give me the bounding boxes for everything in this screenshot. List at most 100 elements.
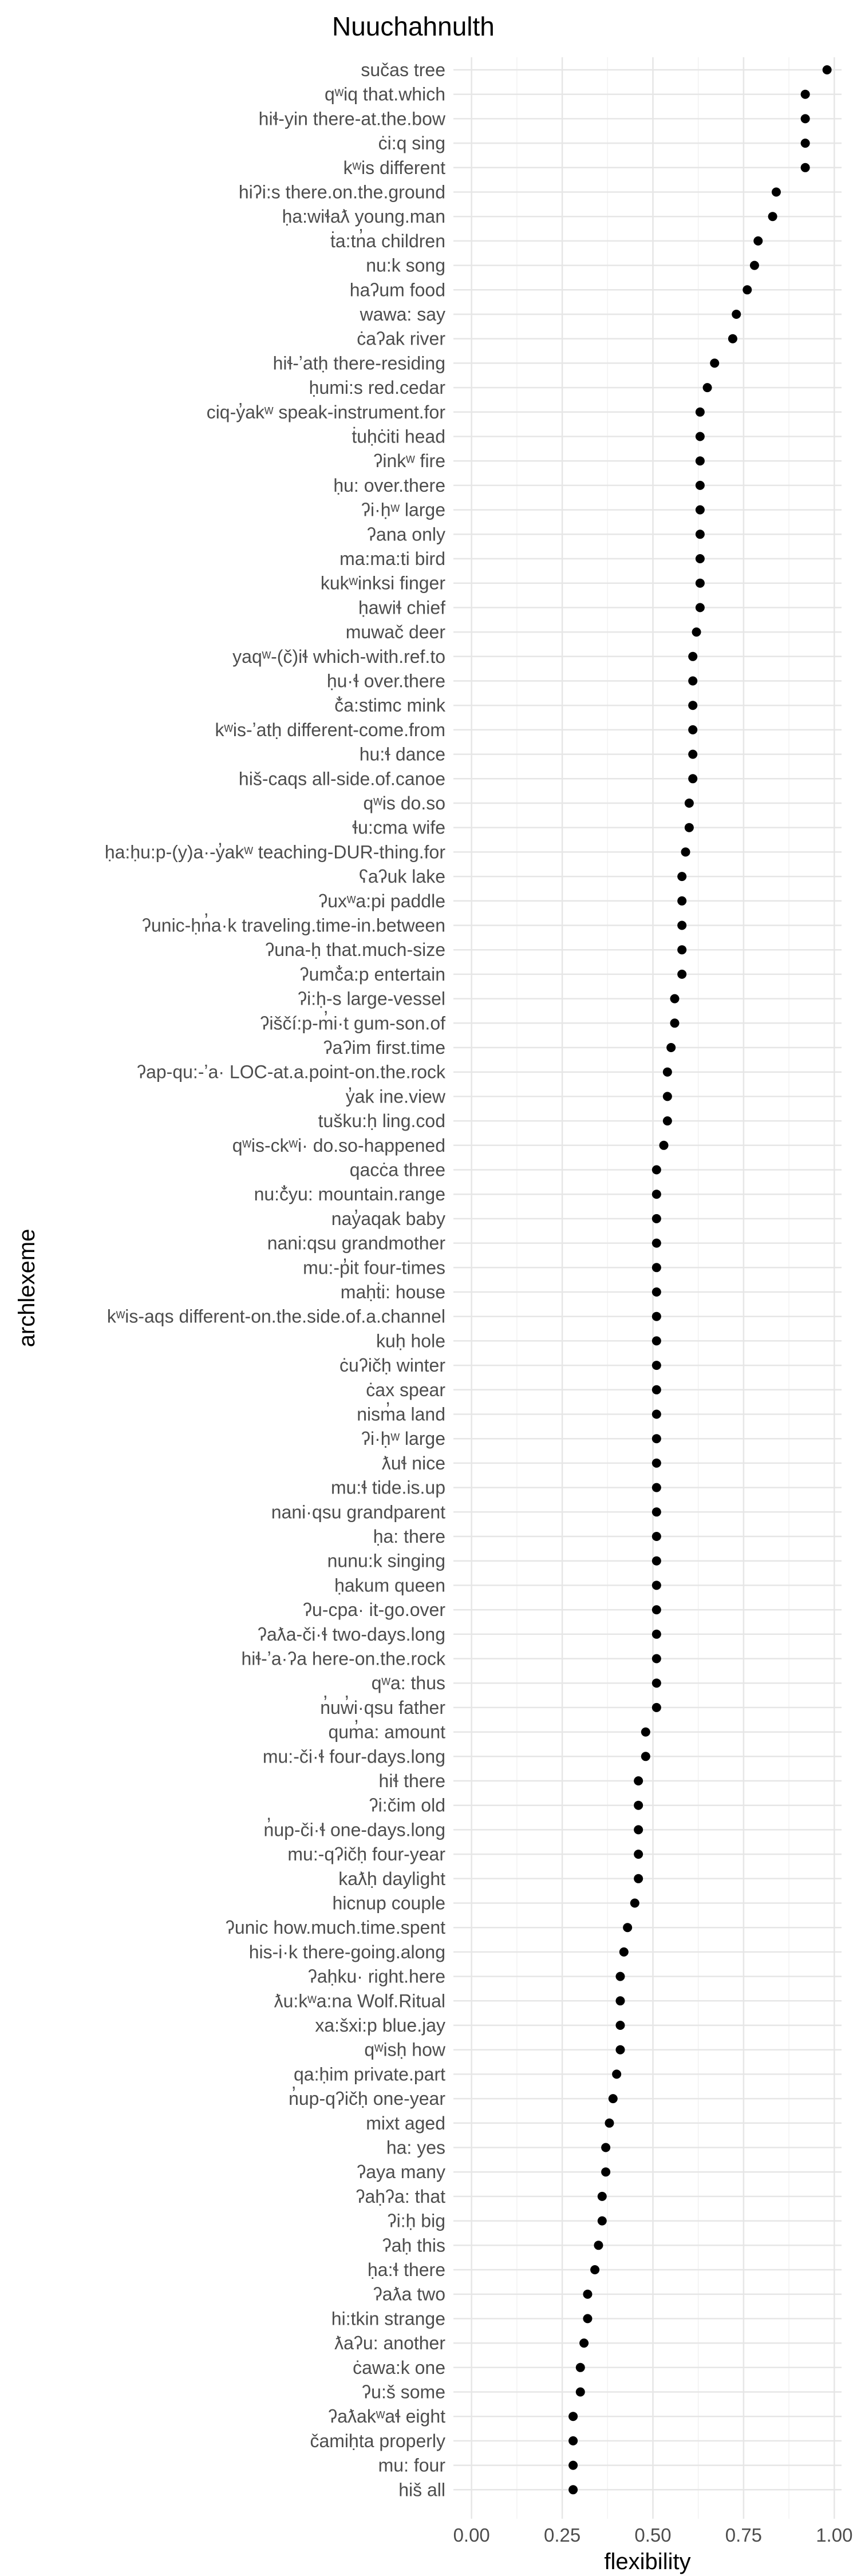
y-axis-title: archlexeme [14,1229,40,1348]
data-point [677,969,687,979]
data-point [630,1898,639,1908]
data-point [608,2094,618,2104]
data-point [583,2314,593,2324]
data-point [677,945,687,955]
category-label: ɬu:cma wife [352,817,445,838]
data-point [800,89,810,99]
category-label: qacċa three [350,1160,445,1180]
category-label: hiš all [398,2479,445,2500]
data-point [695,480,705,490]
data-point [749,260,759,270]
data-point [695,530,705,539]
data-point [743,285,752,295]
data-point [662,1116,672,1126]
category-label: ma:ma:ti bird [339,548,445,569]
category-label: ḥawiɬ chief [358,597,445,618]
category-label: ʔi·ḥʷ large [361,500,445,520]
data-point [684,823,694,832]
data-point [651,1190,661,1199]
category-label: mu:-či·ɬ four-days.long [263,1746,445,1767]
category-label: qʷis-ckʷi· do.so-happened [232,1135,445,1156]
data-point [590,2265,600,2274]
category-label: mu:ɬ tide.is.up [331,1477,445,1498]
category-label: ḥa: there [373,1526,445,1547]
category-label: ʔunic-ḥn̓a·k traveling.time-in.between [142,913,445,936]
data-point [651,1702,661,1712]
category-label: ḥu·ɬ over.there [327,671,445,692]
data-point [800,139,810,148]
data-points [568,65,832,2495]
category-label: his-i·k there-going.along [249,1942,445,1962]
data-point [692,627,701,637]
data-point [651,1629,661,1639]
category-label: hiɬ-yin there-at.the.bow [259,108,446,129]
data-point [651,1287,661,1297]
x-axis-title: flexibility [604,2549,690,2574]
grid-layer [453,57,842,2519]
data-point [651,1507,661,1517]
category-label: qʷa: thus [372,1673,445,1693]
data-point [670,1018,680,1028]
category-label: yaqʷ-(č)iɬ which-with.ref.to [232,646,445,667]
category-label: ḥakum queen [334,1575,445,1595]
category-label: nism̓a land [357,1402,445,1425]
data-point [568,2485,578,2495]
category-label: qum̓a: amount [328,1720,445,1743]
category-label: kʷis-ʼatḥ different-come.from [215,720,445,740]
category-label: ʔu-cpa· it-go.over [303,1599,445,1620]
category-label: nani:qsu grandmother [267,1233,446,1254]
data-point [732,310,741,319]
data-point [681,847,690,857]
data-point [601,2143,611,2152]
category-label: ʔunic how.much.time.spent [226,1917,445,1938]
data-point [677,920,687,930]
category-label: ṫa:tn̓a children [330,228,445,251]
category-label: kukʷinksi finger [321,573,445,594]
category-label: kʷis-aqs different-on.the.side.of.a.chan… [107,1306,445,1327]
data-point [688,676,698,686]
category-label: ʔap-qu:-ʼa· LOC-at.a.point-on.the.rock [137,1062,446,1082]
data-point [677,896,687,906]
category-label: mu:-qʔičḥ four-year [287,1844,445,1864]
data-point [568,2436,578,2445]
data-point [651,1532,661,1541]
category-label: n̓uw̓i·qsu father [320,1695,445,1718]
category-labels: sučas tree qʷiq that.which hiɬ-yin there-a… [105,60,446,2500]
data-point [822,65,832,74]
data-point [728,334,737,343]
data-point [670,994,680,1003]
category-label: ʔaʔim first.time [323,1037,445,1058]
category-label: ʔaḥ this [382,2235,445,2255]
category-label: n̓up-či·ɬ one-days.long [264,1818,445,1840]
category-label: ḥumi:s red.cedar [309,377,446,398]
category-label: ʔaḥʔa: that [356,2186,445,2207]
data-point [662,1067,672,1077]
category-label: ʔumč̓a:p entertain [300,964,445,985]
data-point [623,1923,633,1933]
category-label: ciq-y̓akʷ speak-instrument.for [207,402,446,422]
category-label: ʔi:ḥ big [388,2211,445,2231]
category-label: hiš-caqs all-side.of.canoe [239,768,445,789]
category-label: ʔaƛa two [373,2284,445,2305]
data-point [688,774,698,784]
category-label: ƛu:kʷa:na Wolf.Ritual [274,1990,445,2011]
category-label: mu: four [378,2455,446,2476]
data-point [594,2241,603,2250]
data-point [768,212,777,222]
category-label: ʔaƛakʷaɬ eight [328,2406,445,2427]
data-point [641,1752,650,1761]
category-label: y̓ak ine.view [346,1086,446,1107]
data-point [684,799,694,808]
category-label: ḥu: over.there [333,475,445,496]
category-label: muwač deer [346,622,446,642]
category-label: ʔiščí:p-m̓i·t gum-son.of [260,1011,445,1034]
data-point [695,432,705,441]
category-label: xa:šxi:p blue.jay [315,2015,445,2036]
data-point [597,2216,607,2226]
data-point [677,872,687,882]
data-point [651,1458,661,1468]
category-label: ṫuḥċiti head [352,426,445,447]
data-point [753,236,763,246]
data-point [634,1776,643,1785]
